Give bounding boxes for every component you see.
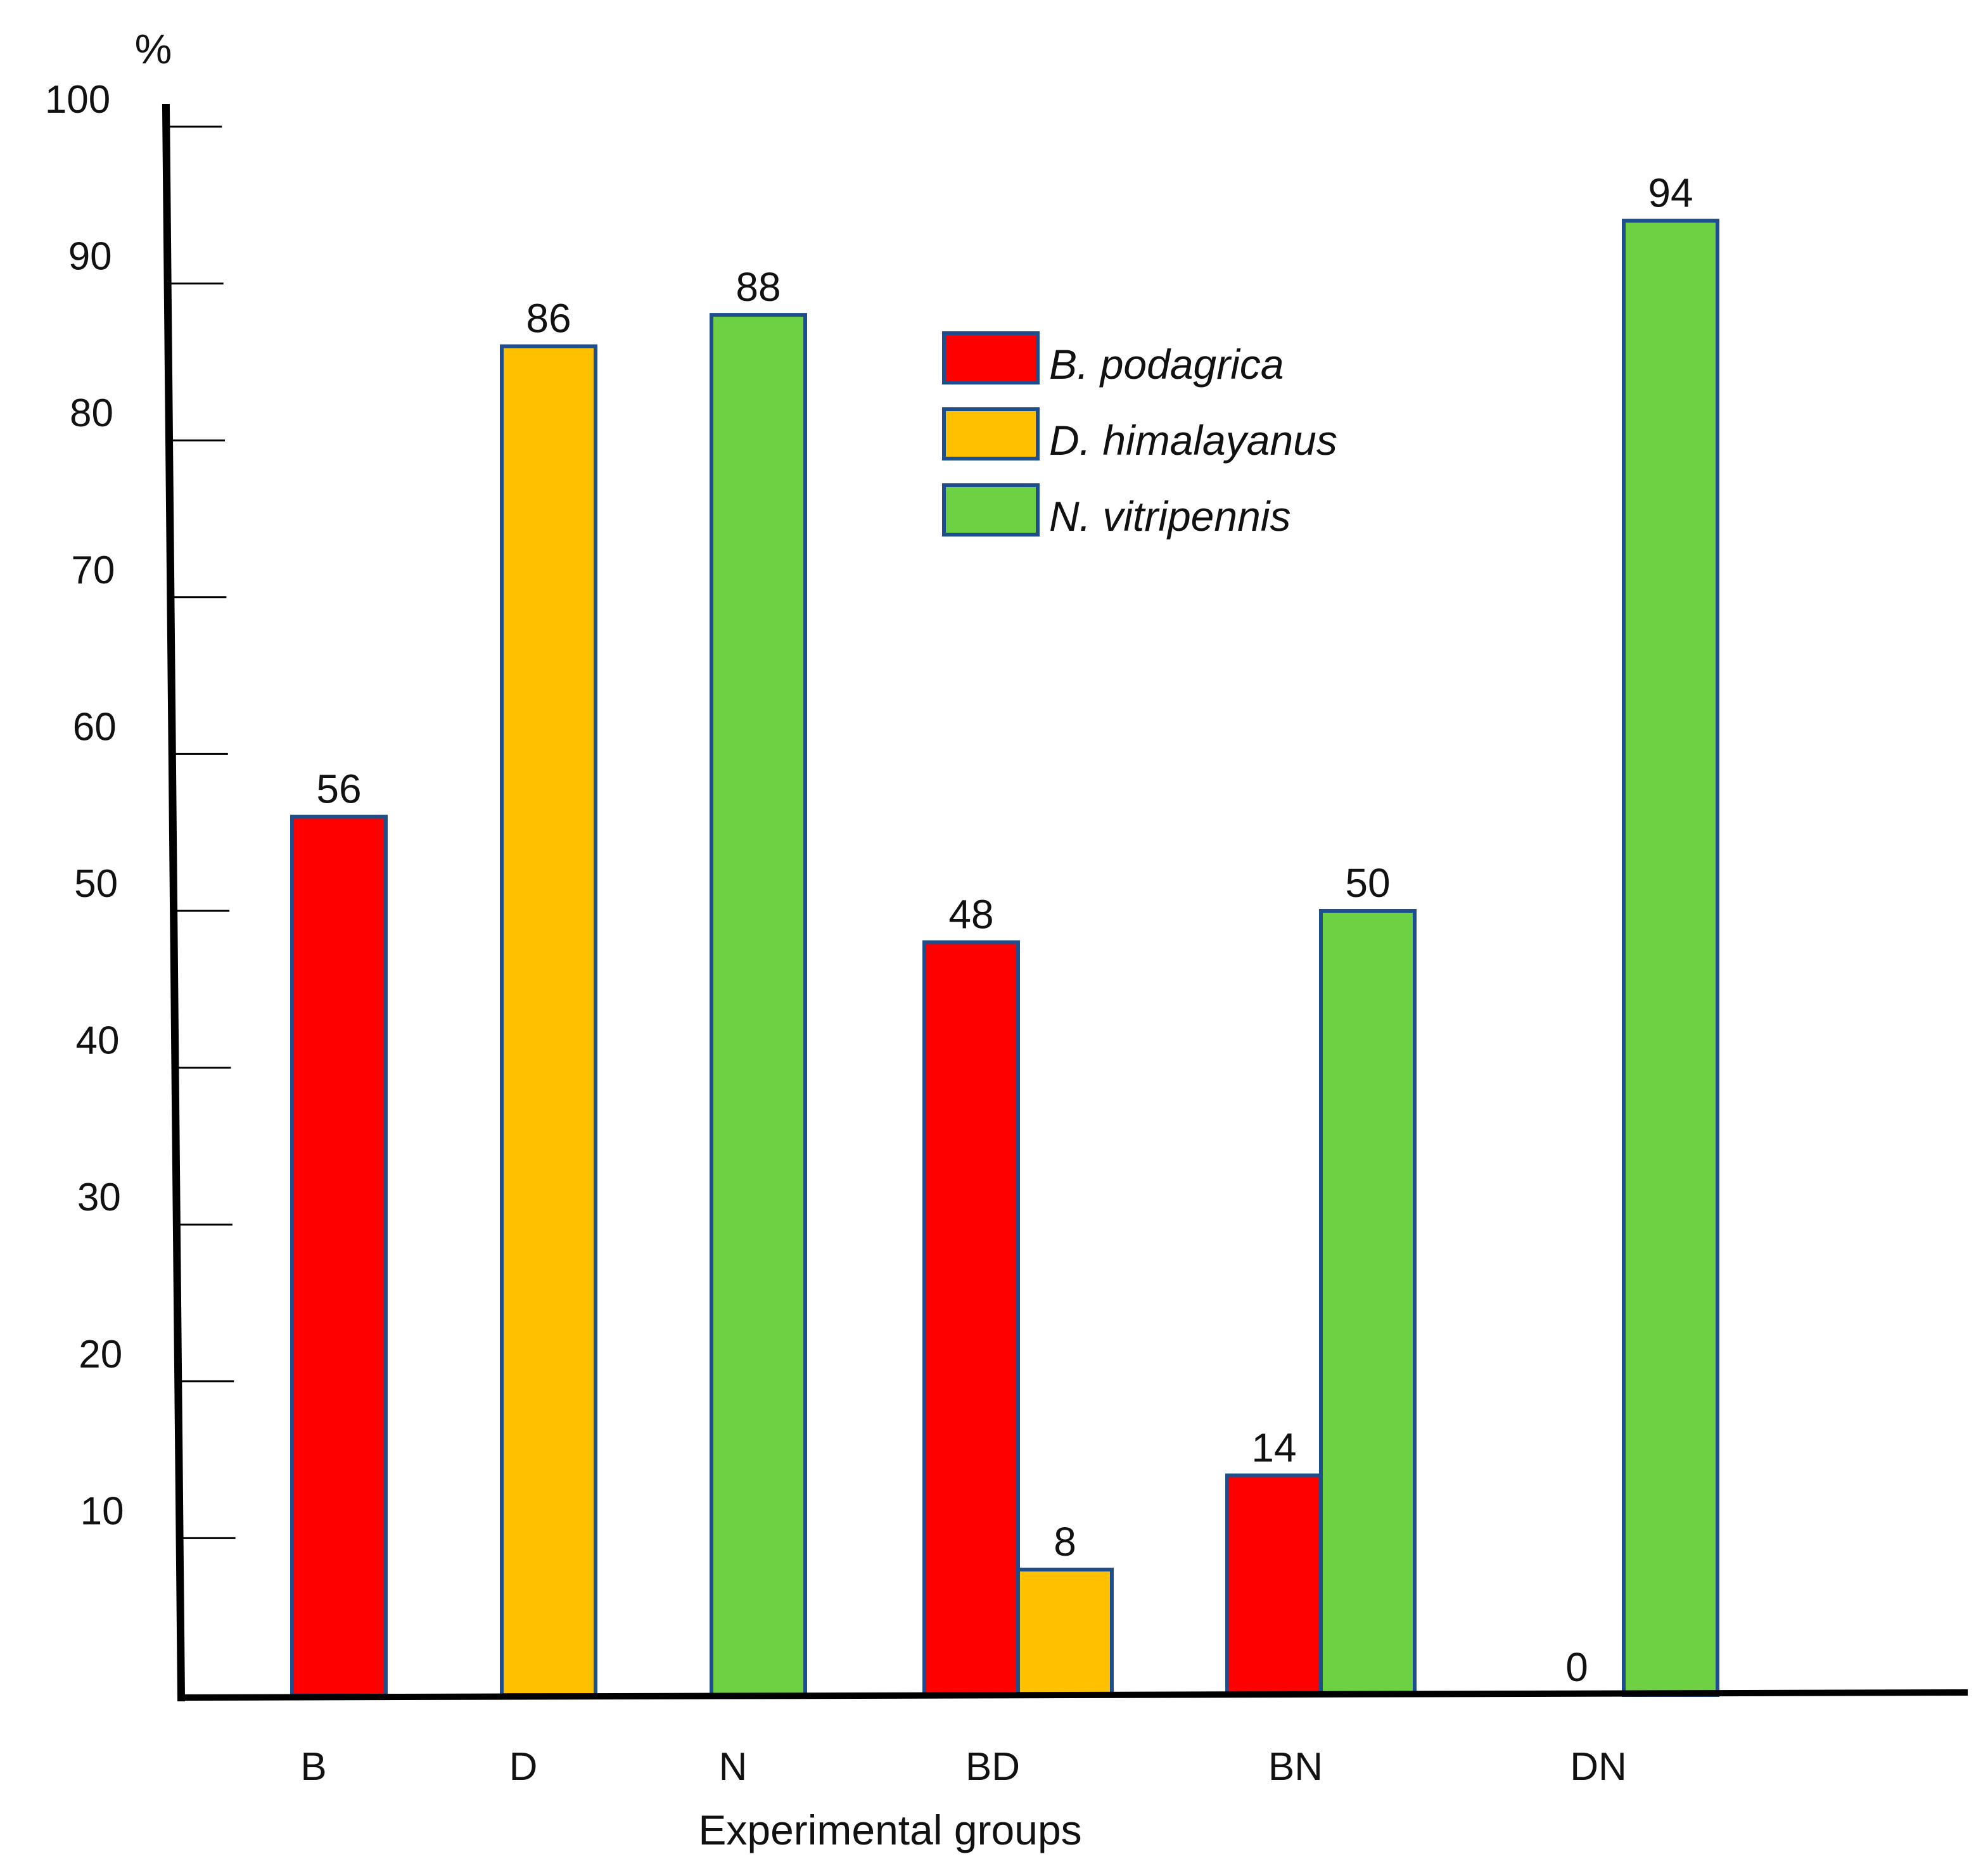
bar-bn-b-podagrica [1225, 1473, 1323, 1698]
legend-label-b-podagrica: B. podagrica [1049, 341, 1284, 388]
bar-n-n-vitripennis [710, 313, 807, 1697]
x-tick-label-d: D [509, 1745, 538, 1789]
bar-bn-n-vitripennis [1319, 909, 1417, 1697]
x-axis-title: Experimental groups [698, 1806, 1081, 1853]
y-tick-label-40: 40 [76, 1019, 120, 1063]
value-label-bn-n-vitripennis: 50 [1345, 860, 1390, 906]
value-label-bd-d-himalayanus: 8 [1054, 1519, 1076, 1565]
y-tick-label-90: 90 [68, 235, 112, 279]
x-tick-label-dn: DN [1570, 1745, 1627, 1789]
legend-label-n-vitripennis: N. vitripennis [1049, 493, 1290, 540]
legend-label-d-himalayanus: D. himalayanus [1049, 417, 1337, 464]
legend-swatch-b-podagrica [942, 331, 1040, 384]
y-tick-label-50: 50 [74, 862, 118, 906]
x-axis-line [178, 1689, 1968, 1701]
value-label-bn-b-podagrica: 14 [1251, 1425, 1296, 1470]
bar-dn-n-vitripennis [1622, 219, 1719, 1697]
y-tick-label-70: 70 [71, 549, 115, 592]
y-axis-line [162, 103, 186, 1702]
y-tick-label-10: 10 [80, 1489, 124, 1533]
bar-d-d-himalayanus [500, 344, 597, 1698]
legend-swatch-d-himalayanus [942, 407, 1040, 460]
x-tick-label-b: B [300, 1745, 326, 1789]
bar-bd-b-podagrica [922, 940, 1020, 1697]
value-label-dn-n-vitripennis: 94 [1648, 170, 1693, 216]
y-tick-label-100: 100 [45, 78, 110, 122]
x-tick-label-bd: BD [965, 1745, 1020, 1789]
y-tick-label-30: 30 [77, 1176, 121, 1219]
y-tick-label-80: 80 [70, 391, 113, 435]
y-axis-title: % [135, 25, 172, 72]
value-label-d-d-himalayanus: 86 [526, 296, 571, 341]
bar-bd-d-himalayanus [1016, 1567, 1114, 1697]
y-tick-label-20: 20 [79, 1333, 122, 1376]
value-label-bd-b-podagrica: 48 [948, 892, 993, 937]
x-tick-labels: B D N BD BN DN [300, 1745, 1626, 1789]
x-tick-label-n: N [719, 1745, 748, 1789]
legend-swatch-n-vitripennis [942, 483, 1040, 537]
value-label-dn-b-podagrica: 0 [1565, 1644, 1588, 1690]
value-label-n-n-vitripennis: 88 [736, 264, 781, 310]
bar-b-b-podagrica [290, 815, 388, 1697]
y-tick-label-60: 60 [73, 705, 117, 749]
x-tick-label-bn: BN [1268, 1745, 1323, 1789]
axes [162, 103, 1968, 1702]
value-labels: 56 86 88 48 8 14 50 0 94 [316, 170, 1693, 1690]
value-label-b-b-podagrica: 56 [316, 766, 361, 811]
y-ticks: 10 20 30 40 50 60 70 80 90 100 [45, 78, 236, 1539]
legend: B. podagrica D. himalayanus N. vitripennis [942, 331, 1337, 540]
